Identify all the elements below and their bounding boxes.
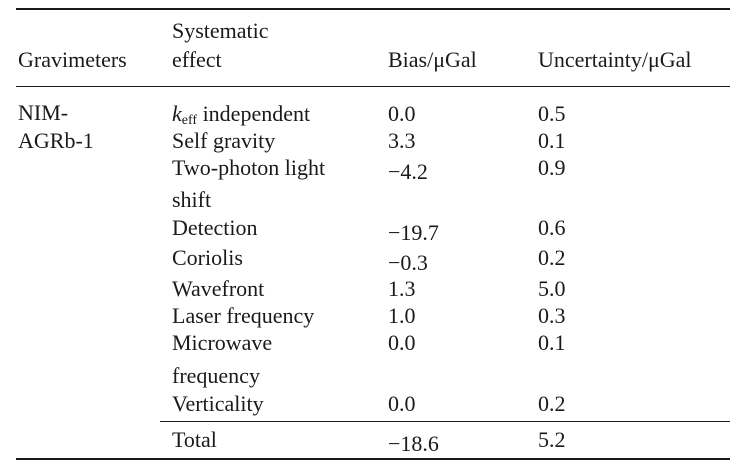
table-row-bias: 1.3	[388, 276, 416, 301]
table-row-bias: 0.0	[388, 101, 416, 126]
header-gravimeters: Gravimeters	[18, 47, 127, 72]
table-row-bias: −0.3	[388, 250, 428, 275]
table-row-uncertainty: 0.1	[538, 128, 566, 153]
total-rule	[160, 421, 730, 422]
table-row-bias: 0.0	[388, 330, 416, 355]
table-row-effect: keff independent	[172, 101, 311, 128]
table-row-bias: 0.0	[388, 391, 416, 416]
table-row-bias: 1.0	[388, 303, 416, 328]
bottom-rule	[16, 458, 730, 460]
table-row-effect: Laser frequency	[172, 303, 315, 328]
table-row-effect: Detection	[172, 215, 258, 240]
table-row-uncertainty: 0.5	[538, 101, 566, 126]
table-row-uncertainty: 0.2	[538, 391, 566, 416]
table-row-effect: Microwave	[172, 330, 273, 355]
gravimeter-name-line2: AGRb-1	[18, 128, 94, 153]
total-bias: −18.6	[388, 431, 439, 456]
table-row-effect: Self gravity	[172, 128, 276, 153]
effect-k-subscript: eff	[181, 113, 198, 128]
header-uncertainty: Uncertainty/μGal	[538, 47, 692, 72]
table-row-uncertainty: 0.2	[538, 245, 566, 270]
table-row-bias: −4.2	[388, 159, 428, 184]
total-uncertainty: 5.2	[538, 427, 566, 452]
table-row-bias: −19.7	[388, 220, 439, 245]
table-row-effect: Two-photon light	[172, 155, 326, 180]
table-row-uncertainty: 0.9	[538, 155, 566, 180]
table-row-effect: Verticality	[172, 391, 264, 416]
table-row-uncertainty: 0.3	[538, 303, 566, 328]
effect-k-rest: independent	[197, 101, 311, 126]
gravimeter-name-line1: NIM-	[18, 100, 69, 125]
header-effect-line1: Systematic	[172, 18, 269, 43]
header-rule	[16, 86, 730, 87]
table-row-uncertainty: 5.0	[538, 276, 566, 301]
top-rule	[16, 8, 730, 10]
table-row-effect-line2: shift	[172, 187, 212, 212]
header-effect-line2: effect	[172, 47, 222, 72]
table-row-effect-line2: frequency	[172, 363, 260, 388]
effect-k-symbol: k	[172, 101, 182, 126]
table-row-uncertainty: 0.1	[538, 330, 566, 355]
table-row-bias: 3.3	[388, 128, 416, 153]
table-row-uncertainty: 0.6	[538, 215, 566, 240]
table-row-effect: Coriolis	[172, 245, 243, 270]
header-bias: Bias/μGal	[388, 47, 477, 72]
total-label: Total	[172, 427, 217, 452]
table-row-effect: Wavefront	[172, 276, 265, 301]
